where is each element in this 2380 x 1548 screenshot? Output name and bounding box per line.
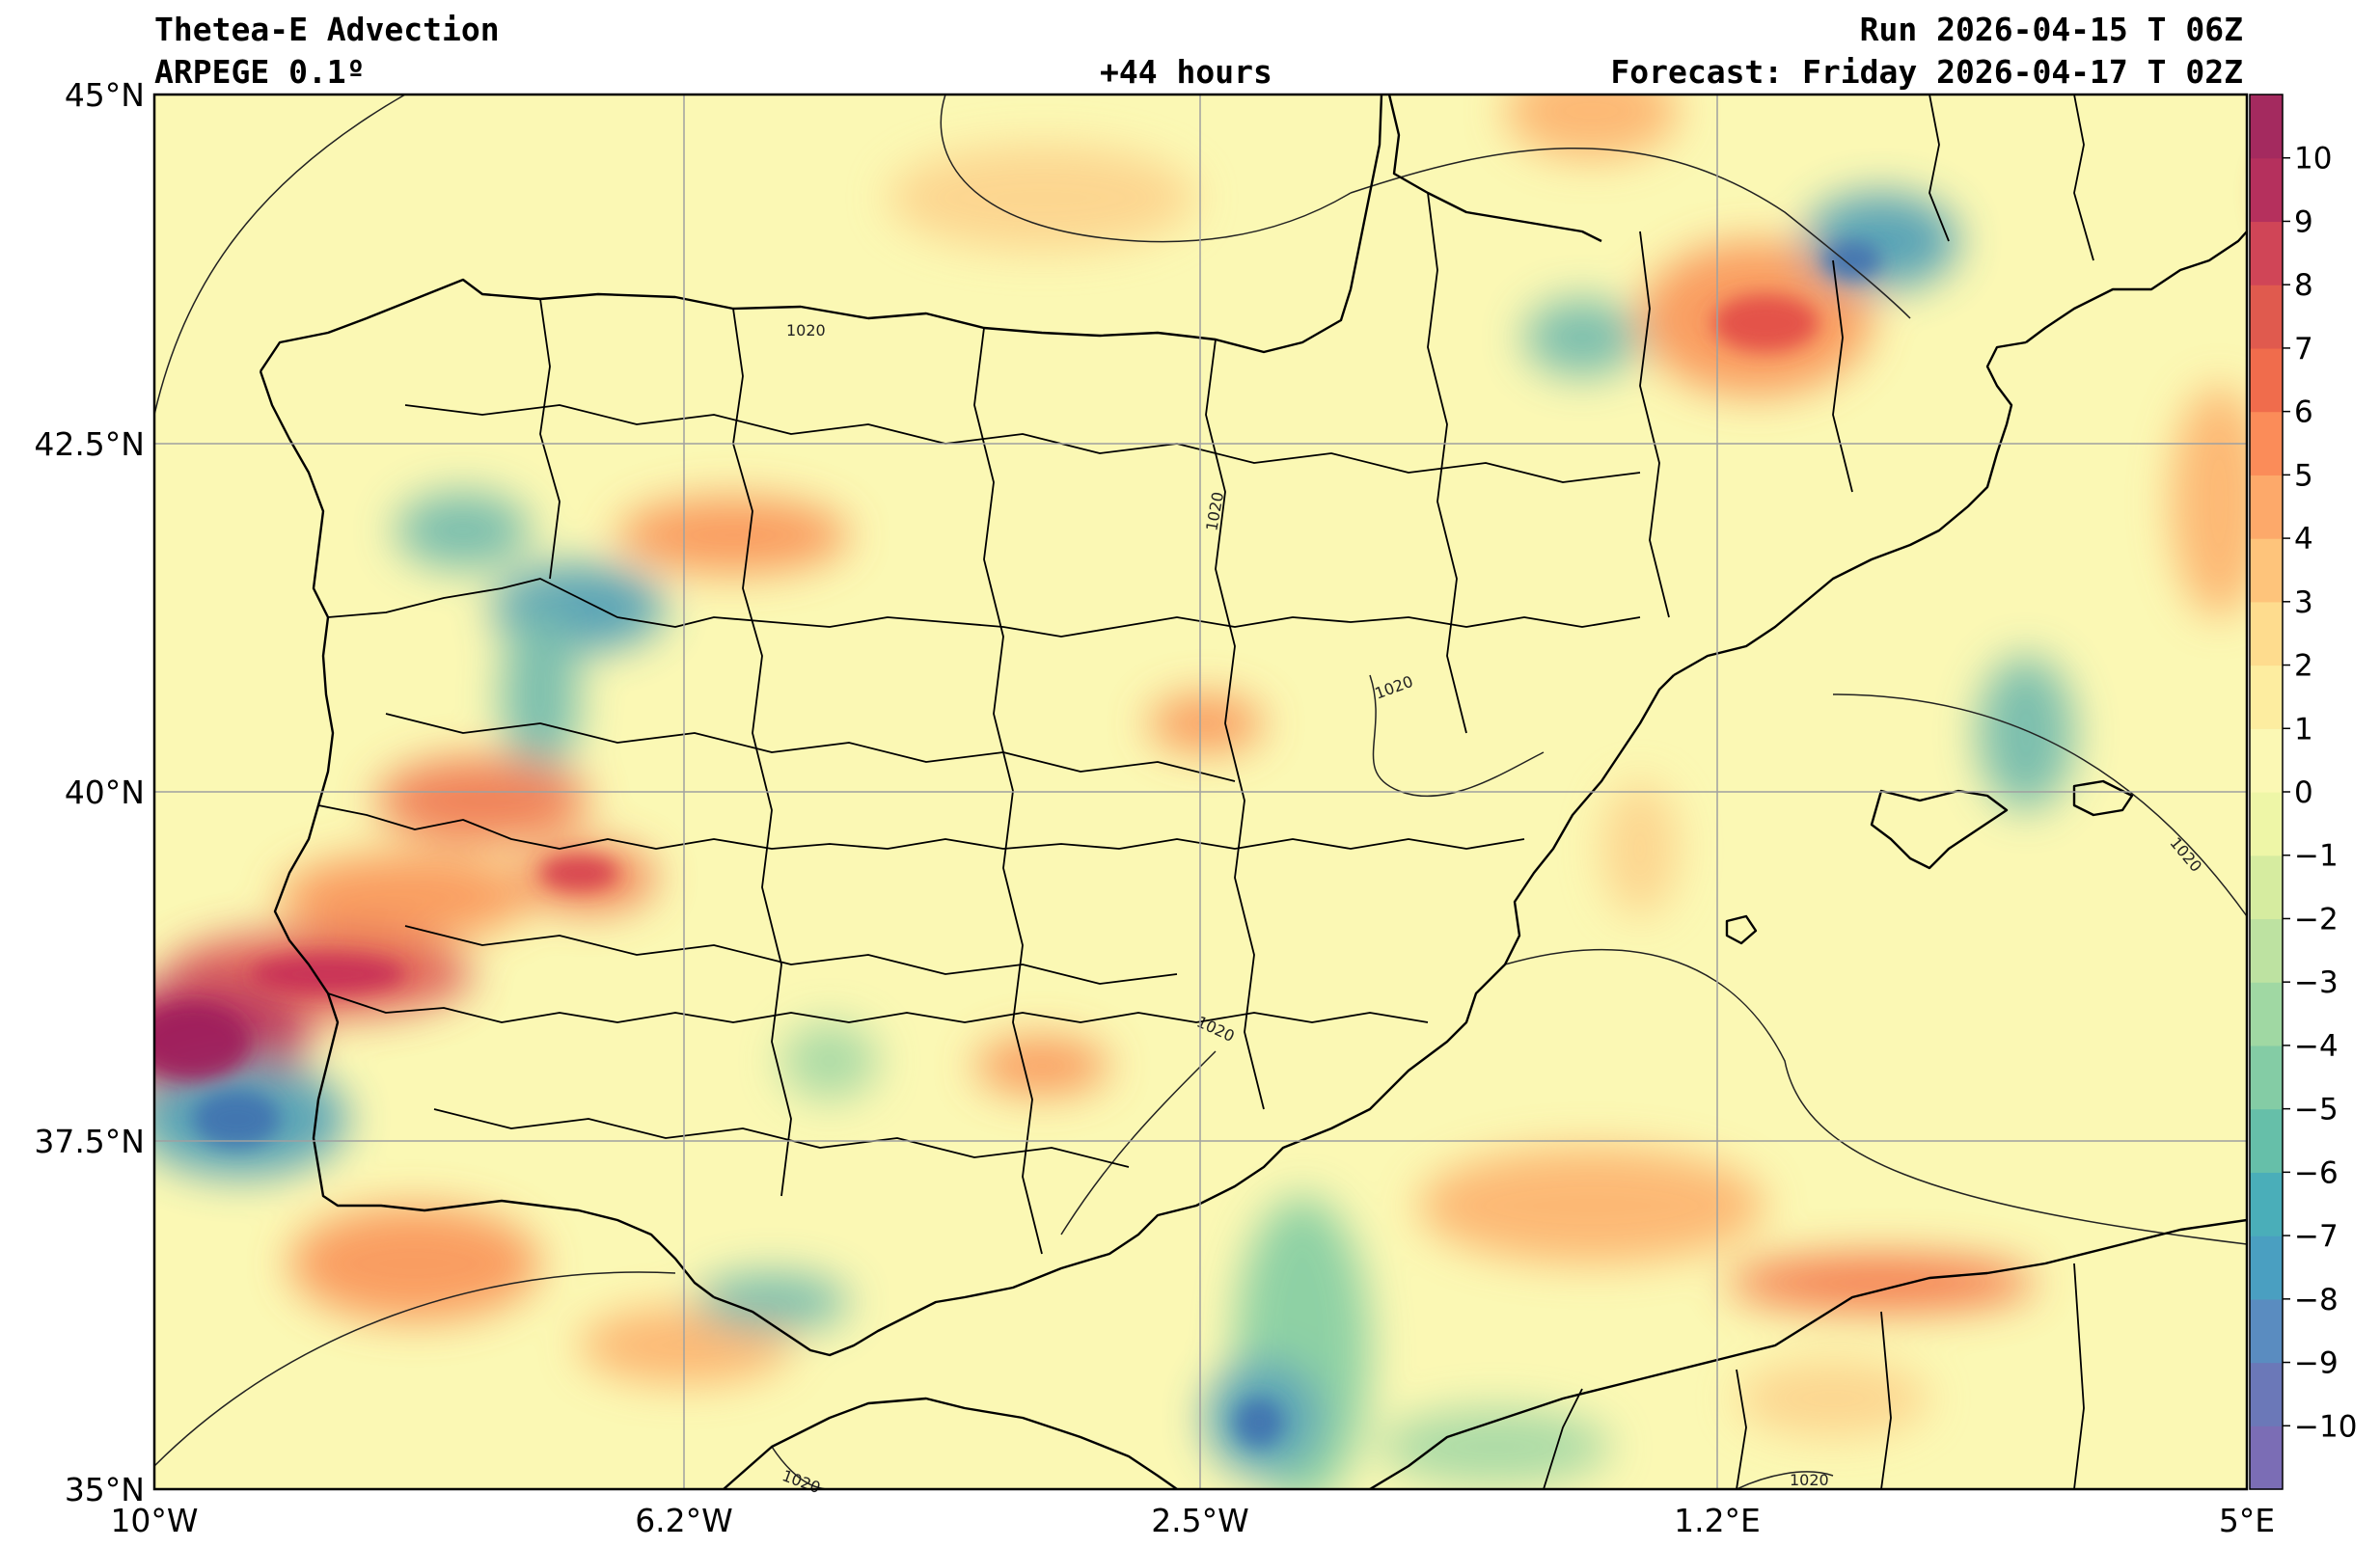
colorbar-segment bbox=[2250, 792, 2283, 856]
lon-tick-label: 5°E bbox=[2219, 1502, 2275, 1539]
map-frame bbox=[152, 93, 2249, 1491]
lon-tick-label: 10°W bbox=[110, 1502, 198, 1539]
colorbar-segment bbox=[2250, 347, 2283, 413]
latitude-labels: 45°N 42.5°N 40°N 37.5°N 35°N bbox=[34, 76, 145, 1508]
colorbar-segment bbox=[2250, 157, 2283, 223]
lat-tick-label: 35°N bbox=[65, 1471, 145, 1508]
lead-time-label: +44 hours bbox=[1100, 53, 1272, 91]
colorbar-tick-label: −9 bbox=[2294, 1346, 2339, 1381]
colorbar-tick-label: −3 bbox=[2294, 965, 2339, 1000]
colorbar-tick-label: 7 bbox=[2294, 332, 2313, 367]
isobar-label: 1020 bbox=[1790, 1471, 1829, 1489]
colorbar-tick-label: 5 bbox=[2294, 458, 2313, 493]
colorbar-tick-label: −5 bbox=[2294, 1093, 2339, 1127]
colorbar-tick-label: 10 bbox=[2294, 142, 2332, 177]
colorbar-tick-label: −6 bbox=[2294, 1155, 2339, 1190]
colorbar-tick-label: −1 bbox=[2294, 839, 2339, 874]
colorbar-segment bbox=[2250, 665, 2283, 729]
longitude-labels: 10°W 6.2°W 2.5°W 1.2°E 5°E bbox=[110, 1502, 2275, 1539]
forecast-label: Forecast: Friday 2026-04-17 T 02Z bbox=[1610, 53, 2243, 91]
colorbar-segment bbox=[2250, 1108, 2283, 1173]
lon-tick-label: 1.2°E bbox=[1674, 1502, 1761, 1539]
isobars bbox=[154, 95, 2247, 1489]
gridlines bbox=[154, 95, 2247, 1489]
colorbar-tick-label: 3 bbox=[2294, 585, 2313, 620]
colorbar-tick-label: 1 bbox=[2294, 712, 2313, 747]
colorbar-tick-label: 9 bbox=[2294, 204, 2313, 239]
run-label: Run 2026-04-15 T 06Z bbox=[1859, 11, 2243, 48]
colorbar-segment bbox=[2250, 982, 2283, 1046]
colorbar-segment bbox=[2250, 1172, 2283, 1236]
colorbar-segment bbox=[2250, 1426, 2283, 1490]
colorbar-tick-label: 6 bbox=[2294, 395, 2313, 430]
lat-tick-label: 45°N bbox=[65, 76, 145, 114]
lat-tick-label: 42.5°N bbox=[34, 425, 145, 463]
lon-tick-label: 2.5°W bbox=[1151, 1502, 1249, 1539]
colorbar-segment bbox=[2250, 538, 2283, 603]
colorbar-tick-label: −4 bbox=[2294, 1029, 2339, 1064]
colorbar-segment bbox=[2250, 475, 2283, 539]
colorbar-segment bbox=[2250, 221, 2283, 285]
colorbar-tick-label: 4 bbox=[2294, 522, 2313, 557]
colorbar-segment bbox=[2250, 918, 2283, 983]
isobar-label: 1020 bbox=[786, 321, 826, 339]
colorbar-tick-label: −7 bbox=[2294, 1219, 2339, 1254]
colorbar-tick-label: −8 bbox=[2294, 1283, 2339, 1317]
colorbar-segment bbox=[2250, 1045, 2283, 1110]
colorbar-segment bbox=[2250, 1362, 2283, 1426]
map-title: Thetea-E Advection bbox=[154, 11, 500, 48]
lat-tick-label: 40°N bbox=[65, 774, 145, 811]
lat-tick-label: 37.5°N bbox=[34, 1123, 145, 1160]
colorbar-segment bbox=[2250, 95, 2283, 159]
colorbar-segment bbox=[2250, 411, 2283, 475]
colorbar-segment bbox=[2250, 1298, 2283, 1364]
advection-field bbox=[154, 95, 2247, 1489]
colorbar-tick-label: −10 bbox=[2294, 1409, 2357, 1444]
colorbar-segment bbox=[2250, 855, 2283, 920]
colorbar-tick-label: 0 bbox=[2294, 775, 2313, 810]
colorbar-tick-label: 8 bbox=[2294, 268, 2313, 303]
province-borders bbox=[317, 95, 2094, 1489]
colorbar-segment bbox=[2250, 601, 2283, 666]
model-label: ARPEGE 0.1º bbox=[154, 53, 366, 91]
colorbar-segment bbox=[2250, 728, 2283, 793]
lon-tick-label: 6.2°W bbox=[635, 1502, 733, 1539]
colorbar-segment bbox=[2250, 1236, 2283, 1300]
colorbar-tick-label: −2 bbox=[2294, 902, 2339, 937]
colorbar-tick-label: 2 bbox=[2294, 649, 2313, 684]
colorbar-segment bbox=[2250, 285, 2283, 349]
